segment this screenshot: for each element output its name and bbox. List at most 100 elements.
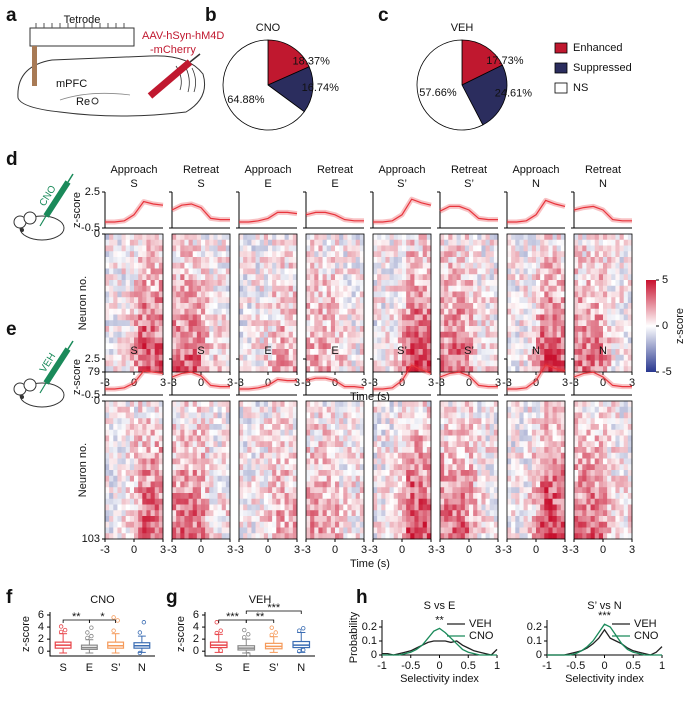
heatmap-cell bbox=[623, 326, 629, 333]
heatmap-cell bbox=[284, 326, 290, 333]
heatmap-cell bbox=[406, 510, 411, 517]
heatmap-cell bbox=[397, 475, 403, 482]
heatmap-cell bbox=[422, 297, 428, 304]
heatmap-cell bbox=[540, 326, 545, 333]
heatmap-cell bbox=[355, 291, 361, 298]
heatmap-cell bbox=[217, 406, 223, 413]
heatmap-cell bbox=[284, 464, 290, 471]
heatmap-cell bbox=[158, 401, 164, 408]
heatmap-cell bbox=[440, 533, 445, 540]
heatmap-cell bbox=[326, 441, 332, 448]
heatmap-cell bbox=[129, 297, 135, 304]
heatmap-cell bbox=[318, 441, 323, 448]
heatmap-cell bbox=[176, 268, 181, 275]
heatmap-cell bbox=[158, 527, 164, 534]
heatmap-cell bbox=[221, 245, 227, 252]
heatmap-cell bbox=[426, 521, 432, 528]
heatmap-cell bbox=[381, 234, 386, 241]
heatmap-cell bbox=[268, 308, 273, 315]
heatmap-cell bbox=[105, 452, 110, 459]
heatmap-cell bbox=[176, 527, 181, 534]
heatmap-cell bbox=[217, 424, 223, 431]
heatmap-cell bbox=[402, 493, 407, 500]
heatmap-cell bbox=[335, 297, 340, 304]
heatmap-cell bbox=[578, 251, 583, 258]
heatmap-cell bbox=[134, 406, 139, 413]
heatmap-cell bbox=[343, 441, 348, 448]
heatmap-cell bbox=[213, 429, 218, 436]
heatmap-cell bbox=[209, 504, 214, 511]
heatmap-cell bbox=[129, 234, 135, 241]
heatmap-cell bbox=[306, 280, 311, 287]
heatmap-cell bbox=[138, 320, 143, 327]
heatmap-cell bbox=[188, 504, 194, 511]
heatmap-cell bbox=[444, 285, 449, 292]
heatmap-cell bbox=[247, 326, 252, 333]
heatmap-cell bbox=[310, 435, 315, 442]
heatmap-cell bbox=[255, 470, 261, 477]
heatmap-cell bbox=[519, 401, 524, 408]
heatmap-cell bbox=[284, 533, 290, 540]
heatmap-cell bbox=[221, 464, 227, 471]
heatmap-cell bbox=[485, 234, 491, 241]
heatmap-cell bbox=[121, 418, 127, 425]
heatmap-cell bbox=[536, 245, 541, 252]
heatmap-cell bbox=[586, 360, 591, 367]
heatmap-cell bbox=[414, 349, 419, 356]
heatmap-cell bbox=[326, 320, 332, 327]
heatmap-cell bbox=[523, 314, 529, 321]
heatmap-cell bbox=[292, 533, 298, 540]
heatmap-cell bbox=[158, 504, 164, 511]
heatmap-cell bbox=[318, 366, 323, 373]
heatmap-cell bbox=[355, 533, 361, 540]
heatmap-cell bbox=[326, 452, 332, 459]
heatmap-cell bbox=[552, 337, 558, 344]
heatmap-cell bbox=[351, 412, 357, 419]
heatmap-cell bbox=[485, 314, 491, 321]
heatmap-cell bbox=[288, 291, 294, 298]
heatmap-cell bbox=[268, 257, 273, 264]
heatmap-cell bbox=[292, 234, 298, 241]
heatmap-cell bbox=[105, 498, 110, 505]
heatmap-cell bbox=[544, 320, 549, 327]
heatmap-cell bbox=[209, 280, 214, 287]
heatmap-cell bbox=[493, 406, 499, 413]
heatmap-cell bbox=[347, 447, 352, 454]
heatmap-cell bbox=[150, 360, 156, 367]
heatmap-cell bbox=[239, 245, 244, 252]
heatmap-cell bbox=[247, 452, 252, 459]
heatmap-cell bbox=[172, 257, 177, 264]
heatmap-cell bbox=[326, 366, 332, 373]
heatmap-cell bbox=[426, 360, 432, 367]
virus-injection bbox=[147, 59, 193, 99]
heatmap-cell bbox=[481, 504, 486, 511]
heatmap-cell bbox=[359, 291, 365, 298]
heatmap-cell bbox=[150, 331, 156, 338]
heatmap-cell bbox=[410, 533, 415, 540]
heatmap-cell bbox=[263, 412, 269, 419]
heatmap-cell bbox=[205, 475, 210, 482]
heatmap-cell bbox=[556, 337, 562, 344]
heatmap-cell bbox=[184, 470, 189, 477]
heatmap-cell bbox=[138, 251, 143, 258]
heatmap-cell bbox=[377, 234, 382, 241]
heatmap-cell bbox=[531, 245, 537, 252]
heatmap-cell bbox=[125, 521, 131, 528]
heatmap-cell bbox=[477, 354, 482, 361]
heatmap-cell bbox=[213, 320, 218, 327]
heatmap-cell bbox=[440, 452, 445, 459]
heatmap-cell bbox=[511, 268, 516, 275]
heatmap-cell bbox=[339, 320, 344, 327]
heatmap-cell bbox=[552, 343, 558, 350]
heatmap-cell bbox=[377, 331, 382, 338]
heatmap-cell bbox=[176, 510, 181, 517]
heatmap-cell bbox=[121, 360, 127, 367]
heatmap-cell bbox=[393, 234, 399, 241]
heatmap-cell bbox=[284, 234, 290, 241]
heatmap-cell bbox=[578, 366, 583, 373]
heatmap-cell bbox=[225, 349, 231, 356]
heatmap-cell bbox=[335, 343, 340, 350]
heatmap-cell bbox=[225, 326, 231, 333]
heatmap-cell bbox=[310, 308, 315, 315]
heatmap-cell bbox=[213, 475, 218, 482]
